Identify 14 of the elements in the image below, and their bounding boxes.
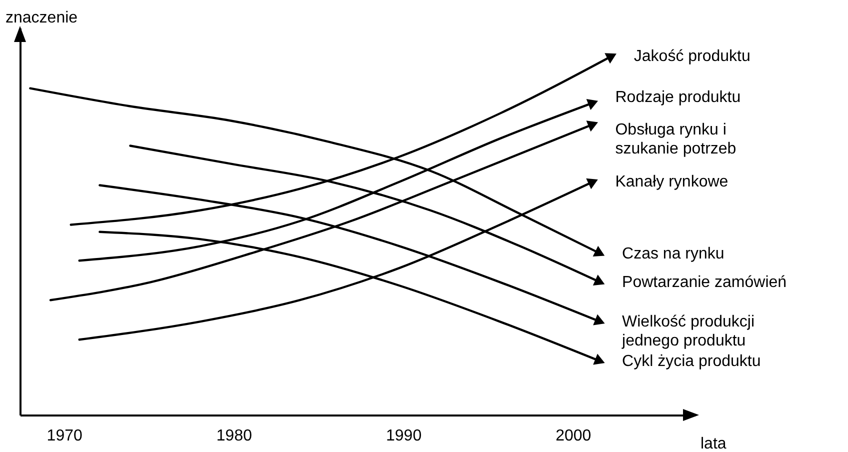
series-label: Obsługa rynku i szukanie potrzeb [615,122,736,158]
series-label: Kanały rynkowe [615,174,728,191]
x-tick-label: 1990 [386,428,422,444]
x-axis-title: lata [700,436,726,452]
x-tick-label: 1970 [46,428,82,444]
y-axis-title: znaczenie [6,10,78,26]
series-label: Wielkość produkcji jednego produktu [621,314,755,350]
x-tick-label: 2000 [556,428,592,444]
series-label: Jakość produktu [634,48,750,65]
series-label: Czas na rynku [622,245,724,262]
series-label: Powtarzanie zamówień [622,274,787,292]
series-label: Cykl życia produktu [622,353,761,370]
x-tick-label: 1980 [216,428,252,444]
series-label: Rodzaje produktu [615,89,741,106]
